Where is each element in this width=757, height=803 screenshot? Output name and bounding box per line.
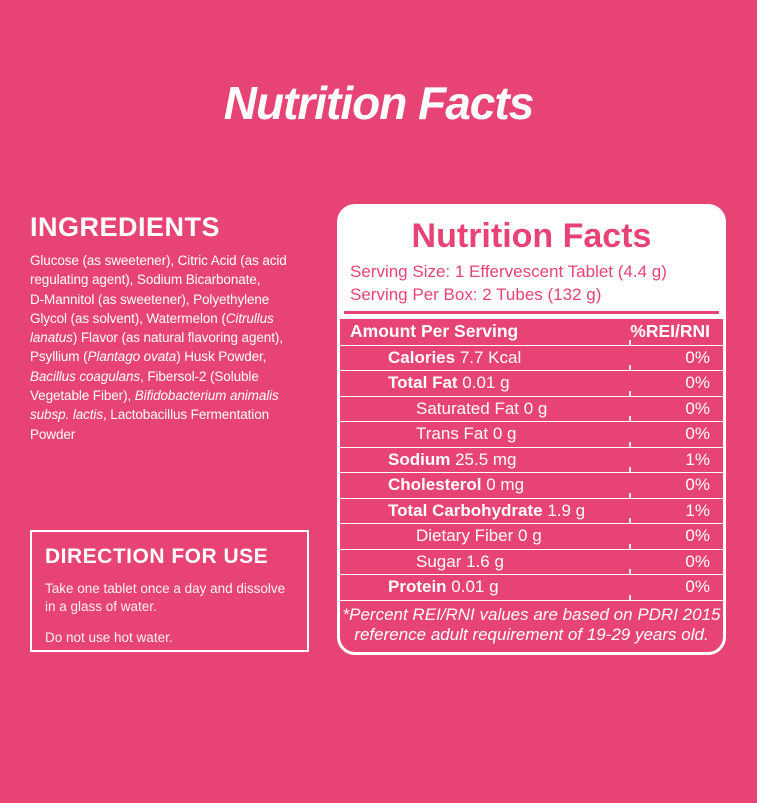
direction-paragraph-2: Do not use hot water.: [45, 630, 173, 645]
ingredients-text: Glucose (as sweetener), Citric Acid (as …: [30, 251, 336, 444]
nutrition-facts-panel: Nutrition Facts Serving Size: 1 Efferves…: [337, 204, 726, 655]
amount-per-serving-header: Amount Per Serving: [350, 321, 519, 341]
ingredient-text-run: Glucose (as sweetener), Citric Acid (as …: [30, 253, 287, 326]
nutrient-label: Sodium 25.5 mg: [388, 449, 517, 469]
serving-size: Serving Size: 1 Effervescent Tablet (4.4…: [350, 262, 667, 281]
nutrient-label: Trans Fat 0 g: [416, 424, 517, 444]
ingredient-latin-name: Citrullus lanatus: [30, 310, 274, 346]
nutrition-table-header: Amount Per Serving %REI/RNI: [340, 319, 723, 346]
percent-value: 0%: [685, 373, 710, 393]
ingredient-text-run: ) Flavor (as natural flavoring agent), P…: [30, 330, 283, 365]
direction-heading: DIRECTION FOR USE: [45, 545, 269, 568]
nutrient-label: Cholesterol 0 mg: [388, 475, 525, 495]
percent-value: 1%: [685, 500, 710, 520]
serving-info: Serving Size: 1 Effervescent Tablet (4.4…: [340, 255, 723, 306]
serving-per-box: Serving Per Box: 2 Tubes (132 g): [350, 285, 602, 304]
nutrient-label: Protein 0.01 g: [388, 577, 499, 597]
nutrition-table: Amount Per Serving %REI/RNI Calories 7.7…: [340, 318, 723, 601]
ingredient-text-run: , Fibersol-2 (Soluble Vegetable Fiber),: [30, 368, 259, 404]
ingredient-latin-name: Plantago ovata: [87, 349, 177, 365]
nutrient-label: Total Fat 0.01 g: [388, 373, 510, 393]
percent-value: 0%: [685, 577, 710, 597]
percent-value: 0%: [685, 526, 710, 546]
nutrition-row: Calories 7.7 Kcal 0%: [340, 346, 723, 371]
nutrition-row: Saturated Fat 0 g 0%: [340, 397, 723, 422]
nutrition-row: Total Fat 0.01 g 0%: [340, 371, 723, 397]
percent-header: %REI/RNI: [630, 321, 710, 341]
ingredient-text-run: ) Husk Powder,: [176, 349, 267, 365]
ingredient-text-run: , Lactobacillus Fermentation Powder: [30, 407, 270, 442]
direction-for-use-box: DIRECTION FOR USE Take one tablet once a…: [30, 530, 309, 652]
nutrition-row: Protein 0.01 g 0%: [340, 575, 723, 601]
nutrition-row: Sodium 25.5 mg 1%: [340, 448, 723, 473]
nutrition-rows: Calories 7.7 Kcal 0% Total Fat 0.01 g 0% Sat…: [340, 346, 723, 601]
nutrient-label: Sugar 1.6 g: [416, 551, 504, 571]
nutrient-label: Calories 7.7 Kcal: [388, 347, 522, 367]
nutrition-row: Trans Fat 0 g 0%: [340, 422, 723, 448]
percent-value: 0%: [685, 475, 710, 495]
serving-divider: [344, 311, 719, 314]
percent-value: 0%: [685, 398, 710, 418]
nutrient-label: Saturated Fat 0 g: [416, 398, 548, 418]
direction-paragraph-1: Take one tablet once a day and dissolve …: [45, 581, 286, 614]
percent-value: 1%: [685, 449, 710, 469]
nutrient-label: Total Carbohydrate 1.9 g: [388, 500, 586, 520]
nutrition-row: Dietary Fiber 0 g 0%: [340, 524, 723, 550]
ingredients-section: INGREDIENTS Glucose (as sweetener), Citr…: [30, 212, 336, 444]
page-title: Nutrition Facts: [223, 77, 535, 129]
nutrition-row: Cholesterol 0 mg 0%: [340, 473, 723, 499]
nutrient-label: Dietary Fiber 0 g: [416, 526, 542, 546]
percent-value: 0%: [685, 347, 710, 367]
percent-value: 0%: [685, 424, 710, 444]
ingredient-latin-name: Bacillus coagulans: [30, 368, 141, 384]
nutrition-row: Total Carbohydrate 1.9 g 1%: [340, 499, 723, 524]
nutrition-row: Sugar 1.6 g 0%: [340, 550, 723, 575]
ingredient-latin-name: Bifidobacterium animalis subsp. lactis: [30, 388, 279, 423]
percent-value: 0%: [685, 551, 710, 571]
nutrition-footnote: *Percent REI/RNI values are based on PDR…: [340, 600, 723, 652]
nutrition-panel-title: Nutrition Facts: [411, 217, 652, 255]
ingredients-heading: INGREDIENTS: [30, 212, 221, 242]
